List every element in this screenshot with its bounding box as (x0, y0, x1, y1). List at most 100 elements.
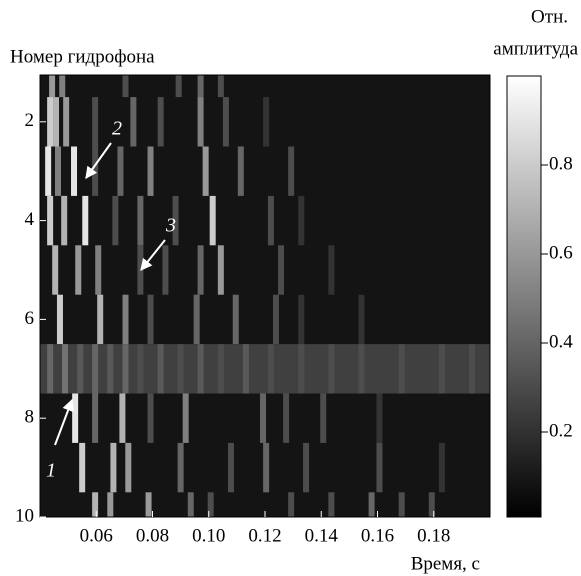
pulse (92, 97, 99, 147)
y-axis-label: Номер гидрофона (10, 46, 155, 67)
pulse (267, 195, 274, 246)
x-tick-label: 0.10 (192, 525, 225, 546)
pulse (428, 492, 435, 517)
pulse (376, 393, 383, 443)
arrow (85, 142, 112, 179)
annotation: 1 (46, 460, 56, 482)
pulse (110, 442, 117, 493)
pulse (112, 195, 119, 246)
pulse (222, 97, 229, 147)
pulse (288, 492, 295, 517)
pulse (92, 393, 99, 443)
pulse (157, 344, 164, 394)
pulse (398, 492, 405, 517)
pulse (147, 393, 154, 443)
pulse (358, 344, 365, 394)
pulse (49, 75, 56, 98)
pulse (63, 97, 70, 147)
pulse (72, 393, 79, 443)
pulse (59, 75, 66, 98)
pulse (217, 75, 224, 98)
pulse (278, 245, 285, 295)
annotation: 2 (112, 118, 122, 140)
pulse (95, 245, 102, 295)
pulse (157, 97, 164, 147)
pulse (193, 294, 200, 345)
pulse (197, 245, 204, 295)
pulse (175, 75, 182, 98)
y-tick-label: 4 (25, 209, 35, 230)
pulse (107, 344, 114, 394)
heatmap (40, 75, 490, 517)
pulse (122, 75, 129, 98)
x-tick-label: 0.14 (305, 525, 339, 546)
pulse (137, 245, 144, 295)
colorbar-tick-label: 0.8 (549, 153, 573, 174)
y-tick-label: 6 (25, 308, 35, 329)
pulse (52, 245, 59, 295)
pulse (172, 195, 179, 246)
pulse (267, 344, 274, 394)
pulse (217, 245, 224, 295)
annotations: 1 2 3 (46, 118, 176, 482)
pulse (177, 442, 184, 493)
pulse (368, 492, 375, 517)
pulse (227, 442, 234, 493)
pulse (237, 146, 244, 196)
pulse (56, 294, 63, 345)
pulse (469, 344, 475, 394)
pulse (272, 294, 279, 345)
x-tick-label: 0.08 (136, 525, 169, 546)
pulse (119, 393, 126, 443)
pulse (79, 442, 86, 493)
row-band (40, 344, 490, 394)
pulse (197, 97, 204, 147)
pulse (92, 344, 99, 394)
pulse (97, 294, 104, 345)
x-tick-label: 0.18 (417, 525, 450, 546)
pulse (137, 344, 144, 394)
pulse (130, 97, 137, 147)
pulse (117, 146, 124, 196)
pulse (263, 97, 270, 147)
pulse (438, 344, 445, 394)
x-tick-label: 0.06 (80, 525, 113, 546)
pulse (358, 294, 365, 345)
pulse (328, 492, 335, 517)
colorbar-label: Отн. (531, 6, 568, 27)
pulse (61, 195, 68, 246)
x-tick-label: 0.12 (248, 525, 281, 546)
pulse (47, 344, 54, 394)
arrow (140, 239, 166, 271)
pulse (303, 442, 310, 493)
pulse (320, 393, 327, 443)
pulse (137, 195, 144, 246)
x-tick-label: 0.16 (361, 525, 394, 546)
pulse (232, 294, 239, 345)
pulse (298, 344, 305, 394)
pulse (45, 146, 52, 196)
colorbar-tick-label: 0.2 (549, 420, 573, 441)
pulse (182, 393, 189, 443)
arrow (54, 398, 74, 446)
pulse (260, 393, 267, 443)
y-tick-label: 2 (25, 110, 35, 131)
pulse (438, 442, 445, 493)
pulse (55, 146, 61, 196)
pulse (209, 195, 216, 246)
pulse (288, 146, 295, 196)
pulse (328, 245, 335, 295)
pulse (122, 294, 129, 345)
annotation: 3 (165, 215, 176, 237)
pulse (82, 195, 89, 246)
pulse (242, 344, 249, 394)
pulse (298, 294, 305, 345)
colorbar-label: амплитуда (493, 38, 578, 59)
pulse (398, 344, 405, 394)
pulse (283, 393, 290, 443)
pulse (145, 492, 152, 517)
pulse (125, 442, 132, 493)
pulse (207, 492, 214, 517)
pulse (47, 97, 54, 147)
